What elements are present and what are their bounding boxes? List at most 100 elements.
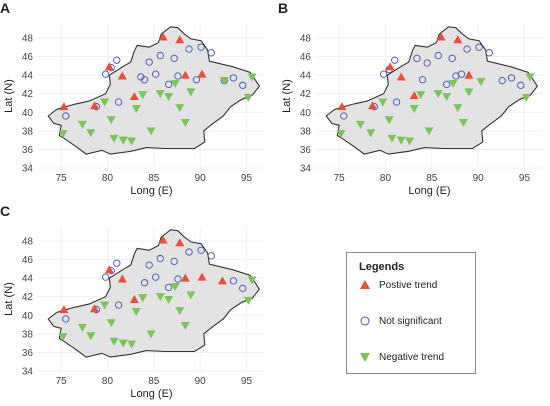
marker-negative-trend — [396, 136, 406, 145]
marker-positive-trend — [175, 238, 185, 247]
triangle-down-icon — [360, 353, 370, 362]
y-tick-label: 40 — [300, 108, 312, 119]
marker-not-significant — [145, 58, 153, 66]
marker-not-significant — [391, 56, 399, 64]
x-tick-label: 80 — [102, 173, 114, 184]
legend-item-negative: Negative trend — [359, 351, 444, 363]
marker-negative-trend — [146, 127, 156, 136]
legend-label-negative: Negative trend — [379, 351, 445, 363]
y-tick-label: 36 — [22, 348, 34, 359]
y-tick-label: 46 — [22, 52, 34, 63]
marker-not-significant — [457, 70, 466, 78]
marker-not-significant — [174, 275, 182, 283]
panel-label: B — [278, 0, 289, 16]
y-tick-label: 38 — [300, 126, 312, 137]
marker-positive-trend — [197, 69, 207, 78]
x-tick-label: 75 — [334, 173, 346, 184]
marker-not-significant — [229, 74, 238, 82]
legend-title: Legends — [359, 261, 405, 273]
marker-negative-trend — [100, 301, 110, 310]
y-tick-label: 34 — [22, 367, 34, 378]
marker-not-significant — [185, 45, 193, 53]
marker-positive-trend — [197, 272, 207, 281]
marker-positive-trend — [409, 91, 419, 100]
x-tick-label: 75 — [56, 376, 68, 387]
marker-not-significant — [340, 112, 348, 120]
marker-not-significant — [156, 254, 164, 263]
y-tick-label: 36 — [300, 145, 312, 156]
circle-icon — [360, 316, 370, 326]
marker-negative-trend — [155, 293, 165, 302]
marker-negative-trend — [118, 136, 128, 145]
x-tick-label: 95 — [241, 173, 253, 184]
marker-negative-trend — [219, 77, 229, 86]
marker-negative-trend — [138, 294, 148, 303]
marker-not-significant — [174, 72, 182, 80]
marker-not-significant — [442, 80, 451, 89]
marker-negative-trend — [109, 134, 119, 143]
marker-not-significant — [156, 51, 164, 60]
map-plot: 34 36 38 40 42 44 46 48 75 80 85 90 95 Long (E) Lat (N… — [281, 24, 543, 197]
marker-positive-trend — [158, 32, 168, 41]
marker-negative-trend — [100, 98, 110, 107]
x-axis-label: Long (E) — [408, 185, 450, 197]
legend-label-not-significant: Not significant — [379, 315, 442, 327]
x-tick-label: 90 — [195, 173, 207, 184]
marker-not-significant — [413, 54, 421, 63]
marker-positive-trend — [464, 70, 474, 79]
marker-negative-trend — [247, 73, 257, 82]
y-tick-label: 42 — [22, 89, 34, 100]
map-plot: 34 36 38 40 42 44 46 48 75 80 85 90 95 Long (E) Lat (N… — [3, 227, 265, 400]
legend-item-not-significant: Not significant — [359, 315, 442, 327]
marker-negative-trend — [355, 120, 365, 129]
y-tick-label: 44 — [22, 71, 34, 82]
marker-not-significant — [207, 49, 215, 57]
y-tick-label: 48 — [300, 33, 312, 44]
panel-label: A — [0, 0, 11, 16]
marker-not-significant — [507, 74, 516, 82]
map-panel-a: A 34 36 38 40 42 44 46 48 75 80 85 90 95 Long (E) Lat … — [0, 0, 270, 200]
marker-negative-trend — [186, 88, 196, 97]
map-panel-b: B 34 36 38 40 42 44 46 48 75 80 85 90 95 Long (E) Lat … — [278, 0, 548, 200]
marker-negative-trend — [476, 78, 486, 87]
marker-positive-trend — [90, 101, 100, 110]
marker-not-significant — [164, 80, 173, 89]
y-tick-label: 36 — [22, 145, 34, 156]
marker-negative-trend — [442, 92, 452, 101]
marker-negative-trend — [384, 116, 394, 125]
x-tick-label: 85 — [148, 376, 160, 387]
marker-negative-trend — [448, 79, 458, 88]
marker-negative-trend — [127, 340, 137, 349]
marker-not-significant — [145, 261, 153, 269]
marker-positive-trend — [175, 35, 185, 44]
marker-negative-trend — [243, 93, 253, 102]
marker-not-significant — [498, 77, 506, 85]
legend-label-positive: Postive trend — [379, 279, 438, 291]
marker-negative-trend — [243, 296, 253, 305]
marker-not-significant — [101, 70, 110, 78]
marker-positive-trend — [217, 276, 227, 285]
marker-not-significant — [62, 112, 70, 120]
marker-negative-trend — [409, 105, 419, 114]
marker-negative-trend — [131, 308, 141, 317]
x-tick-label: 85 — [148, 173, 160, 184]
marker-not-significant — [229, 277, 238, 285]
marker-not-significant — [113, 56, 121, 64]
marker-not-significant — [448, 54, 456, 63]
marker-negative-trend — [77, 323, 87, 332]
marker-not-significant — [197, 246, 205, 254]
marker-positive-trend — [59, 305, 69, 314]
x-axis-label: Long (E) — [130, 388, 172, 400]
marker-not-significant — [113, 259, 121, 267]
marker-negative-trend — [387, 134, 397, 143]
marker-negative-trend — [106, 116, 116, 125]
y-axis-label: Lat (N) — [281, 79, 293, 113]
y-tick-label: 48 — [22, 33, 34, 44]
x-tick-label: 85 — [426, 173, 438, 184]
marker-negative-trend — [146, 330, 156, 339]
marker-not-significant — [475, 43, 483, 51]
marker-negative-trend — [175, 307, 185, 316]
y-tick-label: 42 — [22, 292, 34, 303]
marker-positive-trend — [158, 235, 168, 244]
marker-not-significant — [192, 76, 201, 84]
